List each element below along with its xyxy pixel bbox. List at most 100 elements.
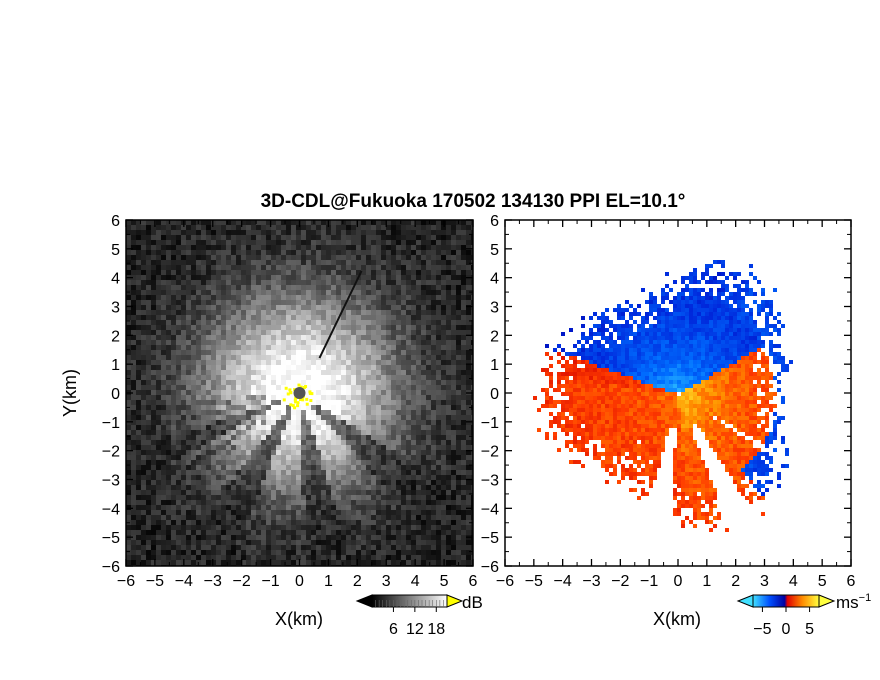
left-heatmap-cell	[156, 390, 161, 395]
left-heatmap-cell	[206, 475, 211, 480]
left-heatmap-cell	[181, 495, 186, 500]
left-heatmap-cell	[396, 220, 401, 225]
left-heatmap-cell	[446, 430, 451, 435]
left-heatmap-cell	[271, 465, 276, 470]
left-heatmap-cell	[256, 535, 261, 540]
left-heatmap-cell	[216, 275, 221, 280]
left-heatmap-cell	[456, 285, 461, 290]
left-heatmap-cell	[471, 510, 473, 515]
left-heatmap-cell	[181, 465, 186, 470]
left-heatmap-cell	[211, 320, 216, 325]
left-heatmap-cell	[446, 370, 451, 375]
left-heatmap-cell	[181, 390, 186, 395]
left-heatmap-cell	[371, 495, 376, 500]
left-heatmap-cell	[206, 250, 211, 255]
left-heatmap-cell	[451, 280, 456, 285]
left-heatmap-cell	[126, 545, 131, 550]
left-heatmap-cell	[166, 320, 171, 325]
left-heatmap-cell	[221, 300, 226, 305]
left-heatmap-cell	[186, 535, 191, 540]
left-heatmap-cell	[381, 495, 386, 500]
left-heatmap-cell	[181, 250, 186, 255]
left-heatmap-cell	[156, 520, 161, 525]
left-heatmap-cell	[401, 295, 406, 300]
left-heatmap-cell	[266, 280, 271, 285]
left-heatmap-cell	[271, 380, 276, 385]
left-heatmap-cell	[446, 545, 451, 550]
left-heatmap-cell	[186, 490, 191, 495]
left-heatmap-cell	[441, 405, 446, 410]
left-heatmap-cell	[216, 345, 221, 350]
left-heatmap-cell	[191, 535, 196, 540]
left-heatmap-cell	[126, 330, 131, 335]
left-heatmap-cell	[311, 235, 316, 240]
left-heatmap-cell	[191, 455, 196, 460]
left-heatmap-cell	[286, 535, 291, 540]
left-heatmap-cell	[171, 395, 176, 400]
left-heatmap-cell	[271, 390, 276, 395]
left-heatmap-cell	[206, 220, 211, 225]
left-heatmap-cell	[396, 500, 401, 505]
left-heatmap-cell	[276, 455, 281, 460]
left-heatmap-cell	[431, 280, 436, 285]
left-heatmap-cell	[381, 400, 386, 405]
left-heatmap-cell	[301, 370, 306, 375]
left-heatmap-cell	[151, 470, 156, 475]
left-heatmap-cell	[386, 445, 391, 450]
left-heatmap-cell	[311, 345, 316, 350]
left-heatmap-cell	[311, 490, 316, 495]
left-heatmap-cell	[221, 555, 226, 560]
left-heatmap-cell	[391, 240, 396, 245]
left-heatmap-cell	[371, 425, 376, 430]
left-heatmap-cell	[441, 440, 446, 445]
left-heatmap-cell	[336, 255, 341, 260]
left-heatmap-cell	[376, 470, 381, 475]
left-heatmap-cell	[341, 475, 346, 480]
left-heatmap-cell	[466, 395, 471, 400]
left-heatmap-cell	[451, 300, 456, 305]
left-heatmap-cell	[411, 270, 416, 275]
left-heatmap-cell	[221, 405, 226, 410]
left-heatmap-cell	[351, 530, 356, 535]
left-heatmap-cell	[436, 475, 441, 480]
left-heatmap-cell	[406, 235, 411, 240]
left-heatmap-cell	[446, 235, 451, 240]
left-heatmap-cell	[376, 465, 381, 470]
left-heatmap-cell	[146, 535, 151, 540]
left-heatmap-cell	[266, 255, 271, 260]
left-heatmap-cell	[286, 385, 291, 390]
left-heatmap-cell	[336, 455, 341, 460]
left-heatmap-cell	[186, 345, 191, 350]
left-heatmap-cell	[241, 460, 246, 465]
left-heatmap-cell	[386, 235, 391, 240]
left-heatmap-cell	[416, 535, 421, 540]
left-heatmap-cell	[376, 435, 381, 440]
left-heatmap-cell	[251, 410, 256, 415]
left-heatmap-cell	[376, 365, 381, 370]
left-heatmap-cell	[446, 470, 451, 475]
left-heatmap-cell	[351, 230, 356, 235]
left-heatmap-cell	[441, 475, 446, 480]
left-heatmap-cell	[431, 545, 436, 550]
left-heatmap-cell	[151, 370, 156, 375]
left-heatmap-cell	[231, 430, 236, 435]
left-heatmap-cell	[416, 540, 421, 545]
left-heatmap-cell	[186, 310, 191, 315]
left-heatmap-cell	[186, 445, 191, 450]
left-heatmap-cell	[326, 540, 331, 545]
left-heatmap-cell	[396, 440, 401, 445]
left-heatmap-cell	[381, 405, 386, 410]
left-heatmap-cell	[351, 445, 356, 450]
left-heatmap-cell	[186, 295, 191, 300]
left-heatmap-cell	[466, 370, 471, 375]
left-heatmap-cell	[281, 340, 286, 345]
left-heatmap-cell	[261, 515, 266, 520]
left-heatmap-cell	[411, 260, 416, 265]
left-heatmap-cell	[421, 440, 426, 445]
left-heatmap-cell	[401, 235, 406, 240]
left-heatmap-cell	[426, 535, 431, 540]
left-heatmap-cell	[271, 425, 276, 430]
left-heatmap-cell	[271, 550, 276, 555]
left-heatmap-cell	[406, 275, 411, 280]
left-heatmap-cell	[456, 255, 461, 260]
